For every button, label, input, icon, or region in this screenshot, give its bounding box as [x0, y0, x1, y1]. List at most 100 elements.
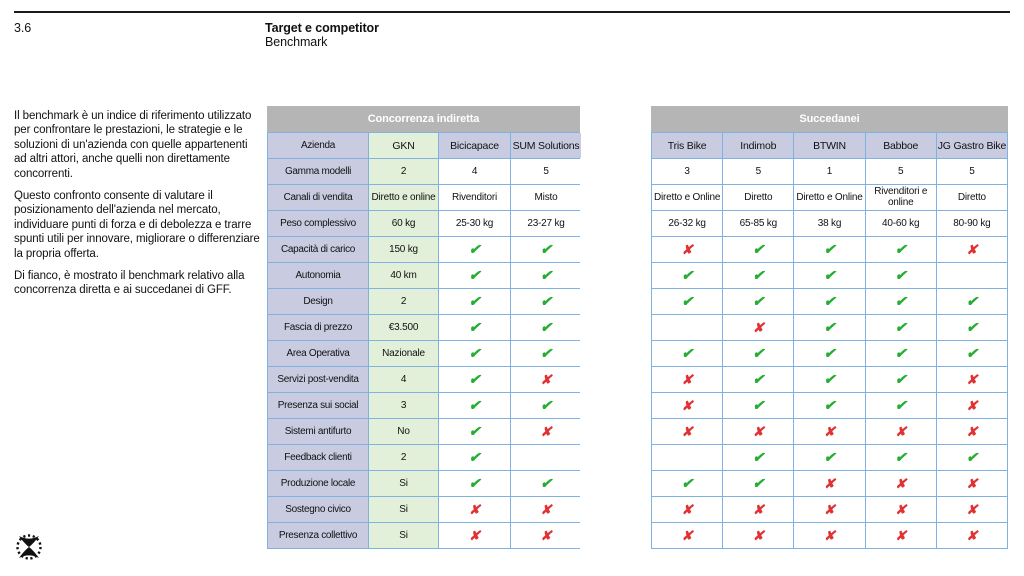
- table-cell: ✘: [936, 471, 1007, 496]
- column-header: GKN: [369, 133, 438, 158]
- cross-icon: ✘: [681, 501, 693, 517]
- section-number: 3.6: [14, 21, 32, 35]
- table-cell: ✔: [511, 471, 581, 496]
- cross-icon: ✘: [752, 527, 764, 543]
- table-cell: 40-60 kg: [865, 211, 936, 236]
- cross-icon: ✘: [966, 501, 978, 517]
- table-cell: 65-85 kg: [723, 211, 794, 236]
- table-cell: ✘: [723, 315, 794, 340]
- cross-icon: ✘: [966, 397, 978, 413]
- table-cell: ✘: [652, 523, 723, 548]
- check-icon: ✔: [894, 449, 907, 465]
- table-cell: [511, 445, 581, 470]
- table-cell: ✘: [936, 523, 1007, 548]
- table-cell: 4: [439, 159, 510, 184]
- table-cell: ✘: [652, 237, 723, 262]
- table-cell: ✔: [865, 367, 936, 392]
- table-cell: Diretto e online: [369, 185, 438, 210]
- table-cell: ✘: [865, 523, 936, 548]
- check-icon: ✔: [540, 397, 552, 413]
- table-cell: 60 kg: [369, 211, 438, 236]
- table-cell: ✘: [439, 523, 510, 548]
- table-cell: ✘: [511, 523, 581, 548]
- row-label: Gamma modelli: [268, 159, 368, 184]
- table-cell: ✘: [511, 497, 581, 522]
- table-succedanei: Succedanei Tris Bike Indimob BTWIN Babboe JG…: [651, 106, 1008, 549]
- check-icon: ✔: [894, 345, 907, 361]
- table-cell: ✔: [723, 263, 794, 288]
- table-cell: ✔: [794, 341, 865, 366]
- table-cell: ✔: [723, 471, 794, 496]
- table-cell: ✔: [865, 237, 936, 262]
- cross-icon: ✘: [540, 423, 552, 439]
- column-header: JG Gastro Bike: [936, 133, 1007, 158]
- table-cell: [936, 263, 1007, 288]
- table-cell: ✔: [794, 237, 865, 262]
- column-header: Indimob: [723, 133, 794, 158]
- table-cell: ✔: [794, 367, 865, 392]
- table-cell: ✔: [865, 341, 936, 366]
- check-icon: ✔: [681, 267, 693, 283]
- row-label: Presenza sui social: [268, 393, 368, 418]
- table-cell: ✘: [511, 419, 581, 444]
- table-cell: ✘: [723, 523, 794, 548]
- cross-icon: ✘: [966, 475, 978, 491]
- cross-icon: ✘: [540, 371, 552, 387]
- cross-icon: ✘: [681, 527, 693, 543]
- cross-icon: ✘: [681, 397, 693, 413]
- table-cell: ✘: [439, 497, 510, 522]
- table-cell: ✔: [865, 393, 936, 418]
- top-rule: [14, 11, 1010, 13]
- cross-icon: ✘: [540, 527, 552, 543]
- table-cell: ✘: [936, 237, 1007, 262]
- cross-icon: ✘: [966, 423, 978, 439]
- cross-icon: ✘: [752, 501, 764, 517]
- table-cell: ✘: [936, 419, 1007, 444]
- check-icon: ✔: [468, 475, 481, 491]
- check-icon: ✔: [468, 397, 481, 413]
- table-cell: Si: [369, 471, 438, 496]
- table-cell: ✔: [794, 263, 865, 288]
- table-cell: 80-90 kg: [936, 211, 1007, 236]
- column-header: Tris Bike: [652, 133, 723, 158]
- table-cell: 1: [794, 159, 865, 184]
- table-cell: ✘: [865, 471, 936, 496]
- check-icon: ✔: [894, 371, 907, 387]
- check-icon: ✔: [823, 293, 836, 309]
- check-icon: ✔: [752, 293, 765, 309]
- table-cell: [652, 315, 723, 340]
- table-cell: €3.500: [369, 315, 438, 340]
- intro-text: Il benchmark è un indice di riferimento …: [14, 109, 260, 306]
- table-cell: ✔: [936, 445, 1007, 470]
- table-cell: ✔: [723, 367, 794, 392]
- table-cell: 23-27 kg: [511, 211, 581, 236]
- check-icon: ✔: [894, 241, 907, 257]
- table-cell: 2: [369, 445, 438, 470]
- table-cell: Nazionale: [369, 341, 438, 366]
- page-header: Target e competitor Benchmark: [265, 21, 379, 49]
- table-cell: ✔: [652, 289, 723, 314]
- table-cell: ✘: [865, 419, 936, 444]
- table-cell: ✘: [652, 497, 723, 522]
- row-label: Fascia di prezzo: [268, 315, 368, 340]
- table-cell: ✔: [511, 315, 581, 340]
- table-cell: ✔: [723, 445, 794, 470]
- table-cell: ✘: [936, 393, 1007, 418]
- check-icon: ✔: [468, 371, 481, 387]
- table-cell: 5: [865, 159, 936, 184]
- table-cell: Diretto e Online: [652, 185, 723, 210]
- table-cell: 3: [652, 159, 723, 184]
- column-header: SUM Solutions: [511, 133, 581, 158]
- table-cell: 38 kg: [794, 211, 865, 236]
- table-cell: ✔: [936, 315, 1007, 340]
- check-icon: ✔: [752, 397, 765, 413]
- check-icon: ✔: [823, 449, 836, 465]
- check-icon: ✔: [823, 319, 836, 335]
- cross-icon: ✘: [895, 423, 907, 439]
- cross-icon: ✘: [966, 527, 978, 543]
- row-label: Sistemi antifurto: [268, 419, 368, 444]
- check-icon: ✔: [468, 423, 481, 439]
- column-header: BTWIN: [794, 133, 865, 158]
- table-cell: ✘: [511, 367, 581, 392]
- table-cell: Diretto e Online: [794, 185, 865, 210]
